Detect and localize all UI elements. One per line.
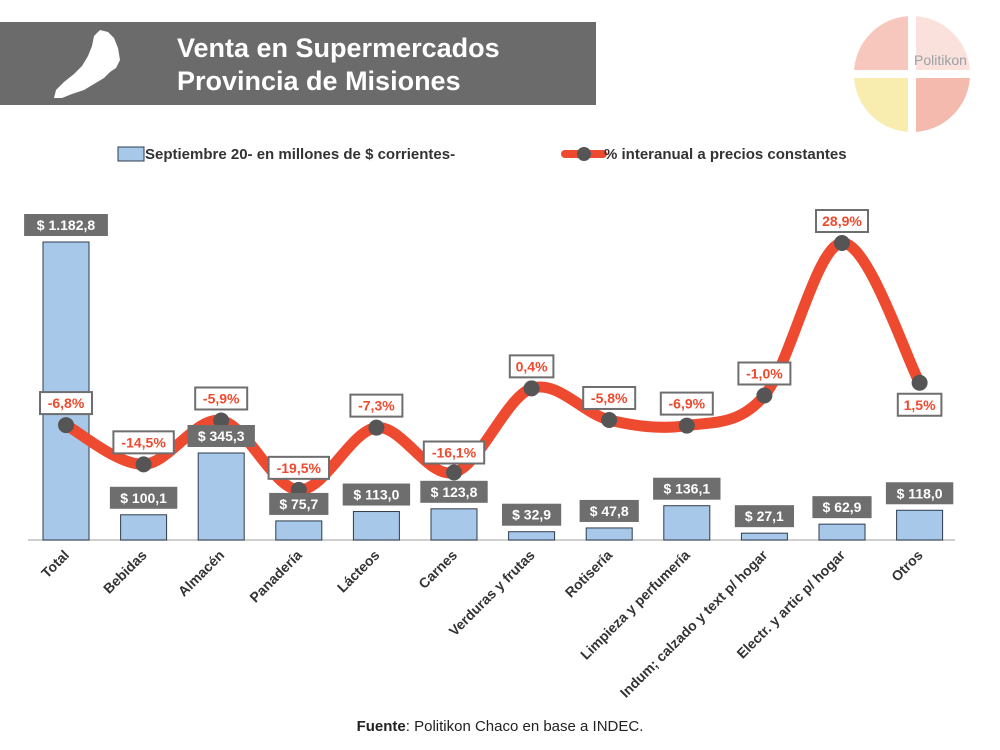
source-note: Fuente: Politikon Chaco en base a INDEC.: [0, 718, 1000, 735]
title-banner: Venta en Supermercados Provincia de Misi…: [0, 22, 596, 105]
line-point-11: [911, 374, 928, 391]
category-label-5: Carnes: [415, 547, 460, 592]
bar-10: [818, 523, 866, 541]
line-point-7: [601, 411, 618, 428]
category-label-0: Total: [38, 547, 72, 581]
bar-label-box-11: [885, 482, 954, 505]
logo-text: Politikon: [914, 52, 967, 68]
line-point-2: [213, 412, 230, 429]
pct-label-box-3: [267, 455, 331, 480]
bar-label-9: $ 27,1: [745, 508, 784, 524]
bar-label-box-6: [502, 503, 562, 526]
bar-4: [352, 511, 400, 541]
bar-8: [663, 505, 711, 541]
pct-label-box-0: [39, 391, 93, 416]
chart-title-line-1: Venta en Supermercados: [177, 33, 500, 63]
pct-label-box-8: [659, 391, 714, 416]
bar-5: [430, 508, 478, 541]
bar-label-1: $ 100,1: [120, 490, 167, 506]
category-label-11: Otros: [888, 547, 926, 585]
line-point-5: [446, 464, 462, 481]
bar-6: [508, 531, 556, 541]
bar-0: [42, 241, 90, 541]
pct-label-box-11: [896, 392, 943, 417]
pct-label-8: -6,9%: [669, 396, 706, 412]
pct-label-9: -1,0%: [746, 366, 783, 382]
politikon-logo-icon: [842, 10, 982, 138]
pct-label-box-10: [815, 209, 869, 234]
category-label-3: Panadería: [246, 547, 305, 606]
pct-label-2: -5,9%: [203, 390, 240, 406]
legend: Septiembre 20- en millones de $ corrient…: [117, 146, 847, 163]
bar-label-box-0: [24, 214, 108, 236]
bar-label-10: $ 62,9: [823, 499, 862, 515]
pct-label-4: -7,3%: [358, 398, 395, 414]
bar-11: [896, 509, 944, 541]
bar-1: [120, 514, 168, 541]
bar-label-6: $ 32,9: [512, 507, 551, 523]
pct-label-box-9: [737, 361, 792, 386]
pct-label-1: -14,5%: [121, 434, 166, 450]
bar-label-box-4: [342, 483, 411, 506]
legend-bar-swatch: [117, 146, 145, 162]
bar-label-box-1: [109, 486, 178, 509]
pct-label-0: -6,8%: [48, 395, 85, 411]
category-label-2: Almacén: [175, 547, 228, 600]
category-label-7: Rotisería: [562, 547, 616, 601]
line-point-10: [834, 235, 850, 252]
bar-label-5: $ 123,8: [431, 484, 478, 500]
category-label-9: Indum; calzado y text p/ hogar: [617, 546, 771, 700]
pct-label-box-7: [582, 385, 637, 410]
category-label-1: Bebidas: [100, 547, 150, 597]
misiones-map-icon: [54, 30, 120, 98]
bar-label-box-10: [812, 496, 872, 519]
bar-7: [585, 527, 633, 541]
bar-label-box-9: [734, 505, 794, 528]
pct-label-box-1: [112, 430, 175, 455]
pct-label-box-6: [508, 354, 555, 379]
bar-label-3: $ 75,7: [279, 496, 318, 512]
line-point-6: [523, 380, 540, 397]
bar-label-11: $ 118,0: [897, 485, 943, 501]
bar-label-8: $ 136,1: [663, 481, 710, 497]
pct-label-10: 28,9%: [822, 213, 862, 229]
legend-line-marker: [577, 147, 591, 161]
chart-title-line-2: Provincia de Misiones: [177, 66, 461, 96]
source-label: Fuente: [356, 718, 406, 735]
pct-label-7: -5,8%: [591, 390, 628, 406]
bar-2: [197, 452, 245, 541]
pct-label-5: -16,1%: [432, 445, 477, 461]
bar-label-box-3: [269, 492, 329, 515]
legend-bar-label: Septiembre 20- en millones de $ corrient…: [145, 146, 455, 163]
pct-label-3: -19,5%: [277, 460, 322, 476]
category-label-4: Lácteos: [334, 547, 383, 596]
line-point-9: [756, 387, 773, 404]
legend-line-label: % interanual a precios constantes: [604, 146, 847, 163]
pct-label-box-5: [422, 440, 486, 465]
line-point-4: [368, 419, 385, 436]
bar-9: [740, 532, 788, 541]
bar-label-4: $ 113,0: [353, 487, 399, 503]
bar-label-0: $ 1.182,8: [37, 217, 96, 233]
bar-label-box-5: [420, 480, 488, 503]
bar-label-box-8: [653, 477, 721, 500]
bar-label-2: $ 345,3: [198, 428, 245, 444]
bar-3: [275, 520, 323, 541]
line-point-1: [135, 456, 152, 473]
pct-label-11: 1,5%: [904, 397, 936, 413]
category-label-6: Verduras y frutas: [446, 547, 538, 639]
pct-label-box-2: [194, 386, 249, 411]
series-line: [60, 237, 926, 496]
source-text: : Politikon Chaco en base a INDEC.: [405, 718, 644, 735]
pct-label-6: 0,4%: [516, 358, 548, 374]
pct-label-box-4: [349, 393, 404, 418]
bar-label-box-2: [187, 425, 255, 448]
bar-label-box-7: [579, 499, 639, 522]
line-point-8: [678, 417, 695, 434]
line-point-0: [58, 417, 74, 434]
bar-label-7: $ 47,8: [590, 503, 629, 519]
